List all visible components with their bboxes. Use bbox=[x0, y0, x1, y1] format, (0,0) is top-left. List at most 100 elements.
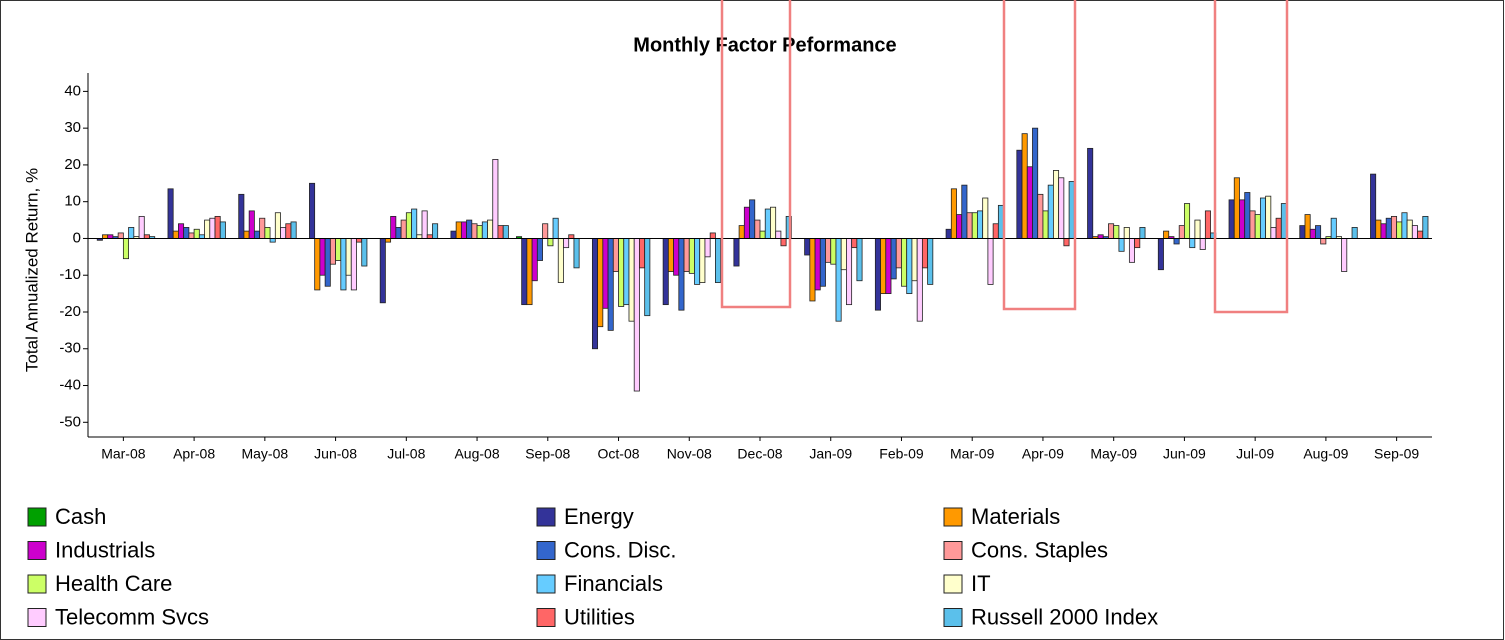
bar bbox=[345, 238, 352, 276]
legend-swatch bbox=[536, 574, 556, 594]
y-tick-label: 40 bbox=[64, 82, 81, 99]
bar bbox=[259, 217, 266, 239]
bar bbox=[1016, 149, 1023, 239]
bar bbox=[466, 219, 473, 239]
y-tick-label: -20 bbox=[59, 303, 81, 320]
bar bbox=[1184, 203, 1191, 239]
bar bbox=[1370, 173, 1377, 239]
bar bbox=[138, 215, 145, 239]
legend-label: Energy bbox=[564, 504, 634, 529]
bar bbox=[198, 234, 205, 239]
bar bbox=[280, 227, 287, 239]
x-tick-label: Sep-08 bbox=[525, 446, 570, 462]
bar bbox=[1087, 147, 1094, 239]
bar bbox=[1391, 215, 1398, 239]
bar bbox=[950, 188, 957, 239]
x-tick-label: Sep-09 bbox=[1374, 446, 1419, 462]
chart-title: Monthly Factor Peformance bbox=[633, 34, 896, 56]
legend-swatch bbox=[27, 574, 47, 594]
bar bbox=[476, 225, 483, 239]
bar bbox=[329, 238, 336, 265]
bar bbox=[107, 234, 114, 239]
bar bbox=[1042, 210, 1049, 239]
bar bbox=[1259, 197, 1267, 239]
bar bbox=[911, 238, 918, 282]
bar bbox=[1194, 219, 1201, 239]
bar bbox=[1157, 238, 1164, 271]
bar bbox=[1058, 177, 1065, 239]
legend-swatch bbox=[27, 541, 47, 560]
y-tick-label: -50 bbox=[59, 413, 81, 430]
bar bbox=[340, 238, 347, 291]
x-tick-label: Oct-08 bbox=[598, 446, 640, 462]
x-tick-label: Jun-08 bbox=[314, 446, 357, 462]
bar bbox=[411, 208, 418, 239]
bar bbox=[1113, 225, 1120, 239]
bar bbox=[450, 230, 457, 239]
bar bbox=[481, 221, 488, 239]
bar bbox=[183, 227, 190, 239]
bar bbox=[573, 238, 580, 269]
bar bbox=[1118, 238, 1125, 252]
bar bbox=[1320, 238, 1327, 245]
bar bbox=[694, 238, 701, 285]
bar bbox=[248, 210, 255, 239]
y-tick-label: -10 bbox=[59, 266, 81, 283]
bar bbox=[1265, 195, 1272, 239]
bar bbox=[253, 230, 261, 239]
legend-swatch bbox=[27, 507, 47, 527]
legend-label: Russell 2000 Index bbox=[971, 604, 1158, 629]
plot: 40 30 20 10 0 -10 -20 -30 -40 -50 Mar-08 Apr-08 May-… bbox=[59, 73, 1432, 462]
x-tick-label: May-09 bbox=[1090, 446, 1137, 462]
bar bbox=[591, 238, 599, 350]
bar bbox=[1097, 234, 1104, 239]
bar bbox=[597, 238, 604, 328]
bar bbox=[1239, 199, 1246, 239]
x-tick-label: May-08 bbox=[241, 446, 288, 462]
bar bbox=[961, 184, 968, 239]
bar bbox=[733, 238, 740, 267]
legend-label: Industrials bbox=[55, 537, 155, 562]
x-tick-label: Jun-09 bbox=[1163, 446, 1206, 462]
bar bbox=[264, 227, 271, 239]
highlight-box bbox=[1002, 0, 1077, 311]
bar bbox=[715, 238, 722, 283]
bar bbox=[214, 215, 221, 239]
bar bbox=[1063, 238, 1070, 247]
bar bbox=[172, 230, 179, 239]
bar bbox=[324, 238, 331, 287]
legend-swatch bbox=[536, 608, 556, 627]
bar bbox=[1189, 238, 1196, 249]
bar bbox=[405, 212, 412, 239]
bar bbox=[455, 221, 462, 239]
bar bbox=[432, 223, 439, 239]
bar bbox=[1053, 170, 1060, 239]
bar bbox=[628, 238, 635, 322]
y-tick-label: -40 bbox=[59, 376, 81, 393]
bar bbox=[1275, 217, 1282, 239]
bar bbox=[971, 212, 978, 239]
x-tick-label: Apr-08 bbox=[173, 446, 215, 462]
bar bbox=[122, 238, 129, 260]
bar bbox=[1411, 225, 1418, 239]
bar bbox=[1173, 238, 1180, 245]
bar bbox=[846, 238, 853, 306]
bar bbox=[1417, 230, 1424, 239]
bar bbox=[1280, 203, 1287, 239]
bar bbox=[607, 238, 614, 331]
bar bbox=[683, 238, 690, 272]
bar bbox=[290, 221, 297, 239]
bar bbox=[639, 238, 646, 269]
bar bbox=[193, 228, 200, 239]
bar bbox=[895, 238, 902, 269]
bar bbox=[804, 238, 811, 256]
bar bbox=[219, 221, 226, 239]
bar bbox=[644, 238, 651, 317]
x-tick-label: Aug-08 bbox=[454, 446, 499, 462]
x-tick-label: Apr-09 bbox=[1022, 446, 1064, 462]
bar bbox=[987, 238, 994, 285]
legend-swatch bbox=[536, 541, 556, 560]
bar bbox=[699, 238, 706, 283]
legend-label: Cons. Staples bbox=[971, 537, 1108, 562]
